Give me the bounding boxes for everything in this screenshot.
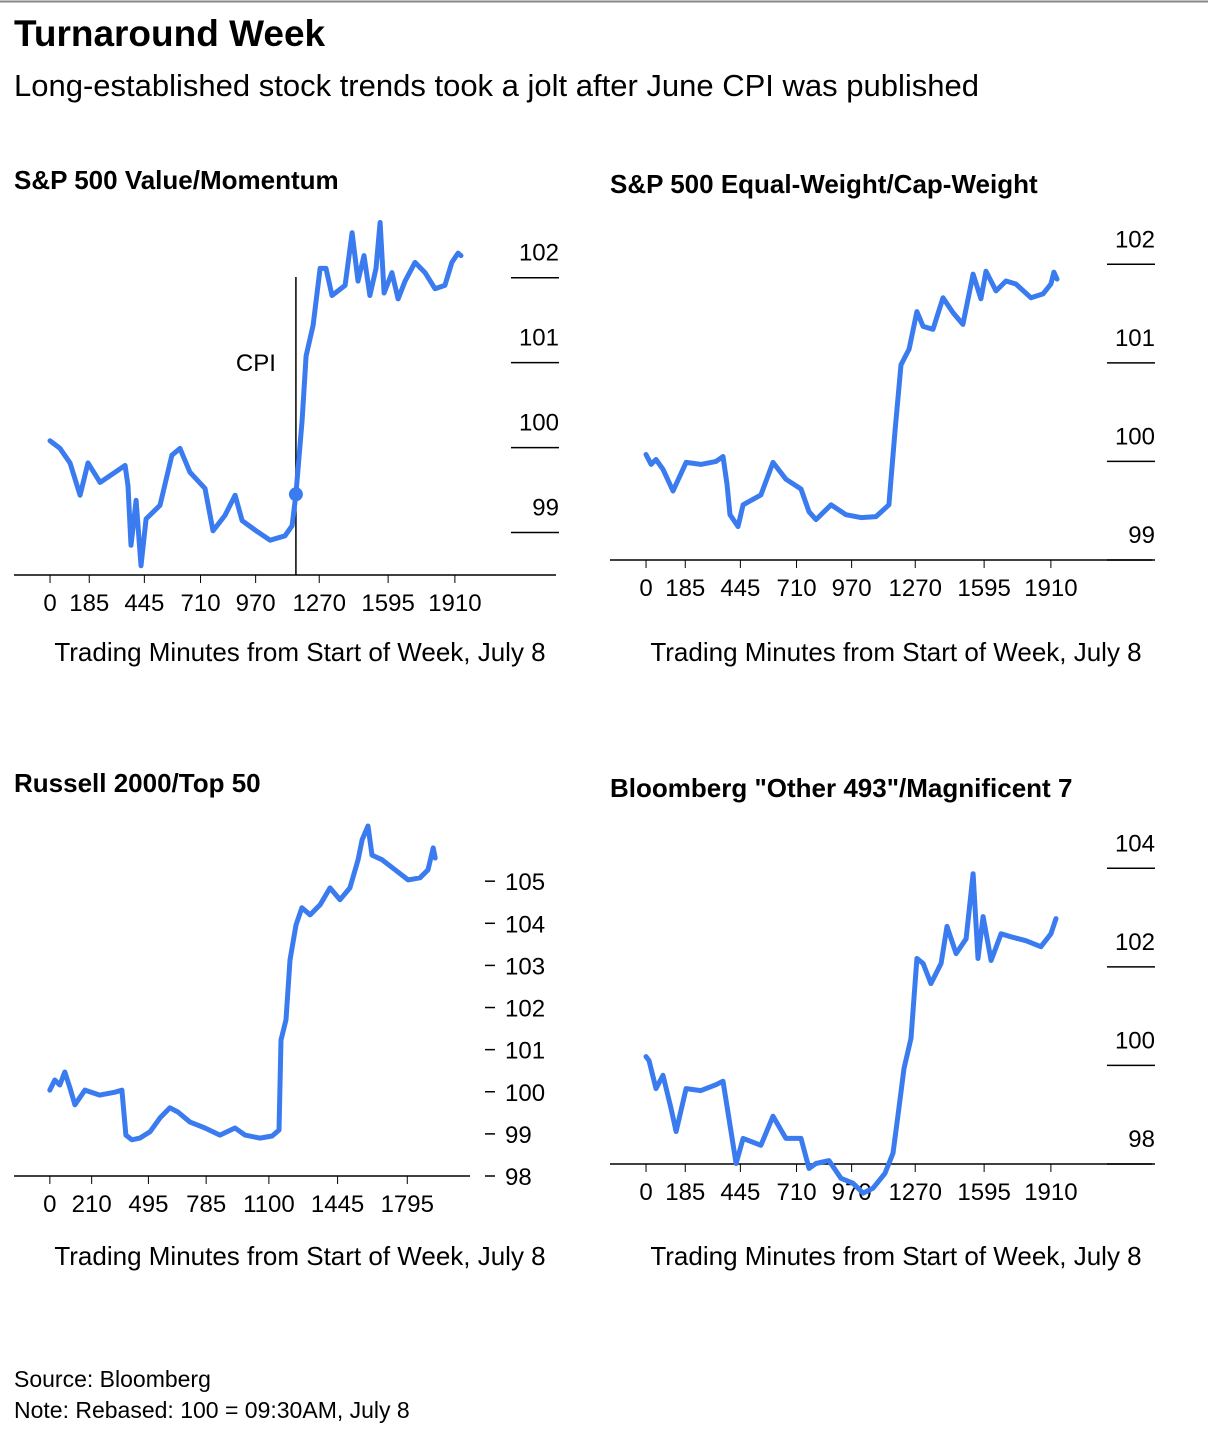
x-tick-label: 1595 bbox=[361, 590, 414, 617]
x-tick-label: 1910 bbox=[1024, 1179, 1077, 1206]
x-tick-label: 0 bbox=[639, 575, 652, 602]
annotation-label: CPI bbox=[236, 350, 276, 377]
x-tick-label: 1910 bbox=[428, 590, 481, 617]
x-tick-label: 1270 bbox=[293, 590, 346, 617]
x-tick-label: 1270 bbox=[889, 1179, 942, 1206]
x-tick-label: 785 bbox=[186, 1191, 226, 1218]
x-tick-label: 185 bbox=[665, 575, 705, 602]
y-tick-label: 100 bbox=[1115, 423, 1155, 450]
x-tick-label: 185 bbox=[665, 1179, 705, 1206]
x-tick-label: 0 bbox=[43, 1191, 56, 1218]
panel-title: S&P 500 Value/Momentum bbox=[14, 165, 339, 195]
y-tick-label: 99 bbox=[1128, 522, 1155, 549]
x-tick-label: 0 bbox=[639, 1179, 652, 1206]
x-tick-label: 495 bbox=[128, 1191, 168, 1218]
data-line bbox=[47, 823, 438, 1143]
x-tick-label: 185 bbox=[69, 590, 109, 617]
x-tick-label: 445 bbox=[720, 1179, 760, 1206]
x-tick-label: 710 bbox=[777, 575, 817, 602]
x-tick-label: 710 bbox=[777, 1179, 817, 1206]
y-tick-label: 101 bbox=[505, 1038, 545, 1065]
y-tick-label: 98 bbox=[505, 1164, 532, 1191]
x-tick-label: 210 bbox=[72, 1191, 112, 1218]
x-tick-label: 1910 bbox=[1024, 575, 1077, 602]
y-tick-label: 100 bbox=[1115, 1027, 1155, 1054]
x-axis-title: Trading Minutes from Start of Week, July… bbox=[54, 1241, 546, 1271]
x-tick-label: 1445 bbox=[311, 1191, 364, 1218]
x-tick-label: 1795 bbox=[381, 1191, 434, 1218]
y-tick-label: 99 bbox=[505, 1122, 532, 1149]
x-tick-label: 1100 bbox=[243, 1191, 295, 1218]
y-tick-label: 104 bbox=[505, 911, 545, 938]
y-tick-label: 100 bbox=[519, 410, 559, 437]
x-axis-title: Trading Minutes from Start of Week, July… bbox=[650, 637, 1142, 667]
data-line bbox=[47, 220, 464, 569]
data-line bbox=[643, 871, 1059, 1196]
panel-title: Russell 2000/Top 50 bbox=[14, 768, 261, 798]
y-tick-label: 101 bbox=[519, 325, 559, 352]
y-tick-label: 99 bbox=[532, 495, 559, 522]
x-tick-label: 970 bbox=[236, 590, 276, 617]
title: Turnaround Week bbox=[14, 13, 326, 54]
y-tick-label: 101 bbox=[1115, 325, 1155, 352]
y-tick-label: 104 bbox=[1115, 830, 1155, 857]
x-tick-label: 1595 bbox=[957, 575, 1010, 602]
y-tick-label: 102 bbox=[1115, 226, 1155, 253]
x-axis-title: Trading Minutes from Start of Week, July… bbox=[54, 637, 546, 667]
x-tick-label: 710 bbox=[181, 590, 221, 617]
annotation-point bbox=[288, 487, 303, 502]
y-tick-label: 102 bbox=[505, 996, 545, 1023]
y-tick-label: 102 bbox=[519, 240, 559, 267]
x-tick-label: 1270 bbox=[889, 575, 942, 602]
panel-title: S&P 500 Equal-Weight/Cap-Weight bbox=[610, 169, 1038, 199]
data-line bbox=[643, 268, 1060, 529]
x-tick-label: 0 bbox=[43, 590, 56, 617]
x-tick-label: 445 bbox=[720, 575, 760, 602]
y-tick-label: 100 bbox=[505, 1080, 545, 1107]
y-tick-label: 102 bbox=[1115, 929, 1155, 956]
y-tick-label: 98 bbox=[1128, 1126, 1155, 1153]
x-tick-label: 1595 bbox=[957, 1179, 1010, 1206]
y-tick-label: 105 bbox=[505, 869, 545, 896]
x-tick-label: 445 bbox=[124, 590, 164, 617]
note: Note: Rebased: 100 = 09:30AM, July 8 bbox=[14, 1397, 410, 1423]
x-tick-label: 970 bbox=[832, 575, 872, 602]
source: Source: Bloomberg bbox=[14, 1366, 211, 1392]
x-axis-title: Trading Minutes from Start of Week, July… bbox=[650, 1241, 1142, 1271]
panel-title: Bloomberg "Other 493"/Magnificent 7 bbox=[610, 773, 1072, 803]
y-tick-label: 103 bbox=[505, 953, 545, 980]
subtitle: Long-established stock trends took a jol… bbox=[14, 68, 979, 103]
